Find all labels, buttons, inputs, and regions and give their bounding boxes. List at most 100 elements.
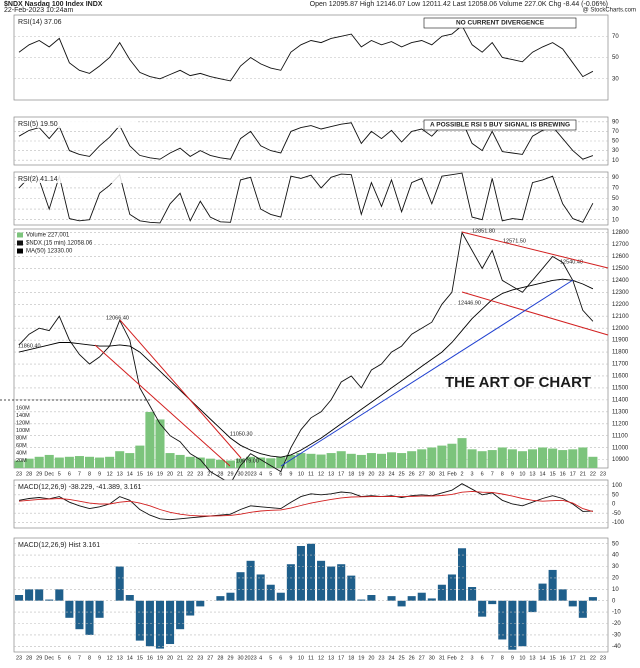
bar	[376, 453, 387, 468]
bar	[568, 600, 577, 607]
x-tick-label: 23	[378, 655, 384, 661]
bar	[15, 595, 24, 601]
title-bg	[16, 17, 136, 26]
x-tick-label: 27	[207, 471, 213, 477]
y-tick-label: 12800	[612, 230, 629, 236]
x-tick-label: 6	[279, 655, 282, 661]
bar	[306, 543, 316, 601]
y-tick-label: 30	[612, 148, 619, 154]
x-tick-label: 11	[308, 471, 314, 477]
bar	[145, 600, 154, 647]
annotation: THE ART OF CHART	[445, 374, 591, 391]
x-tick-label: 27	[207, 655, 213, 661]
legend-swatch	[17, 248, 23, 254]
y-tick-label: 30	[612, 76, 619, 82]
bar	[125, 595, 134, 601]
y2-tick-label: 40M	[16, 451, 27, 457]
x-tick-label: 2	[460, 655, 463, 661]
x-tick-label: 20	[368, 471, 374, 477]
x-tick-label: 14	[539, 471, 545, 477]
x-tick-label: Dec	[44, 655, 54, 661]
x-tick-label: 14	[127, 471, 133, 477]
bar	[427, 598, 436, 601]
x-tick-label: 15	[137, 655, 143, 661]
x-tick-label: 6	[279, 471, 282, 477]
y-tick-label: -10	[612, 610, 621, 616]
y-tick-label: 30	[612, 564, 619, 570]
legend-swatch	[17, 240, 23, 246]
y-tick-label: 90	[612, 119, 619, 125]
annotation: 12446.90	[458, 300, 481, 306]
bar	[186, 600, 195, 616]
bar	[125, 453, 135, 468]
y-tick-label: 0	[612, 598, 616, 604]
bar	[246, 456, 256, 468]
bar	[306, 453, 316, 468]
x-tick-label: 29	[227, 655, 233, 661]
bar	[115, 566, 124, 601]
bar	[236, 572, 245, 601]
bar	[346, 453, 356, 468]
x-tick-label: 30	[429, 655, 435, 661]
x-tick-label: 2023	[244, 471, 256, 477]
x-tick-label: 2	[460, 471, 463, 477]
panel	[13, 228, 609, 469]
y-tick-label: 11000	[612, 445, 629, 451]
y-tick-label: -40	[612, 644, 621, 650]
bar	[296, 453, 306, 468]
bar	[235, 458, 246, 468]
bar	[35, 589, 44, 601]
y-tick-label: 11100	[612, 433, 628, 439]
x-tick-label: 15	[550, 471, 556, 477]
x-tick-label: 6	[481, 655, 484, 661]
y2-tick-label: 120M	[16, 421, 30, 427]
panel-title: RSI(5) 19.50	[18, 121, 58, 128]
y-tick-label: 12300	[612, 290, 629, 296]
bar	[225, 460, 235, 468]
x-tick-label: 7	[78, 655, 81, 661]
y-tick-label: 11800	[612, 350, 629, 356]
bar	[286, 454, 296, 468]
bar	[347, 575, 356, 601]
x-tick-label: 7	[78, 471, 81, 477]
bar	[74, 456, 84, 468]
y-tick-label: 70	[612, 34, 619, 40]
y2-tick-label: 20M	[16, 458, 27, 464]
x-tick-label: 23	[197, 471, 203, 477]
y-tick-label: 11500	[612, 386, 629, 392]
bar	[45, 599, 54, 601]
bar	[528, 600, 537, 613]
bar	[568, 449, 578, 468]
x-tick-label: 19	[358, 471, 364, 477]
bar	[397, 600, 406, 607]
bar	[34, 456, 44, 468]
x-tick-label: 22	[590, 655, 596, 661]
bar	[337, 564, 346, 601]
x-tick-label: 5	[58, 655, 61, 661]
x-tick-label: 15	[137, 471, 143, 477]
bar	[195, 457, 205, 468]
bar	[155, 419, 165, 468]
trend-line	[461, 291, 609, 336]
x-tick-label: 22	[590, 471, 596, 477]
x-tick-label: 26	[409, 655, 415, 661]
panel-title: RSI(2) 41.14	[18, 176, 58, 183]
bar	[437, 445, 447, 468]
bar	[64, 456, 74, 468]
x-tick-label: 19	[358, 655, 364, 661]
bar	[356, 454, 366, 468]
y-tick-label: 10	[612, 158, 619, 164]
bar	[367, 595, 376, 601]
y-tick-label: 12200	[612, 302, 629, 308]
x-tick-label: 28	[217, 655, 223, 661]
y-tick-label: -20	[612, 621, 621, 627]
series-line	[18, 231, 594, 485]
x-tick-label: 16	[560, 655, 566, 661]
y-tick-label: 12000	[612, 326, 629, 332]
panel-title: MACD(12,26,9) Hist 3.161	[18, 542, 100, 549]
bar	[517, 451, 527, 468]
bar	[296, 545, 305, 601]
x-tick-label: 2023	[244, 655, 256, 661]
trend-line	[280, 279, 574, 467]
bar	[215, 459, 225, 468]
